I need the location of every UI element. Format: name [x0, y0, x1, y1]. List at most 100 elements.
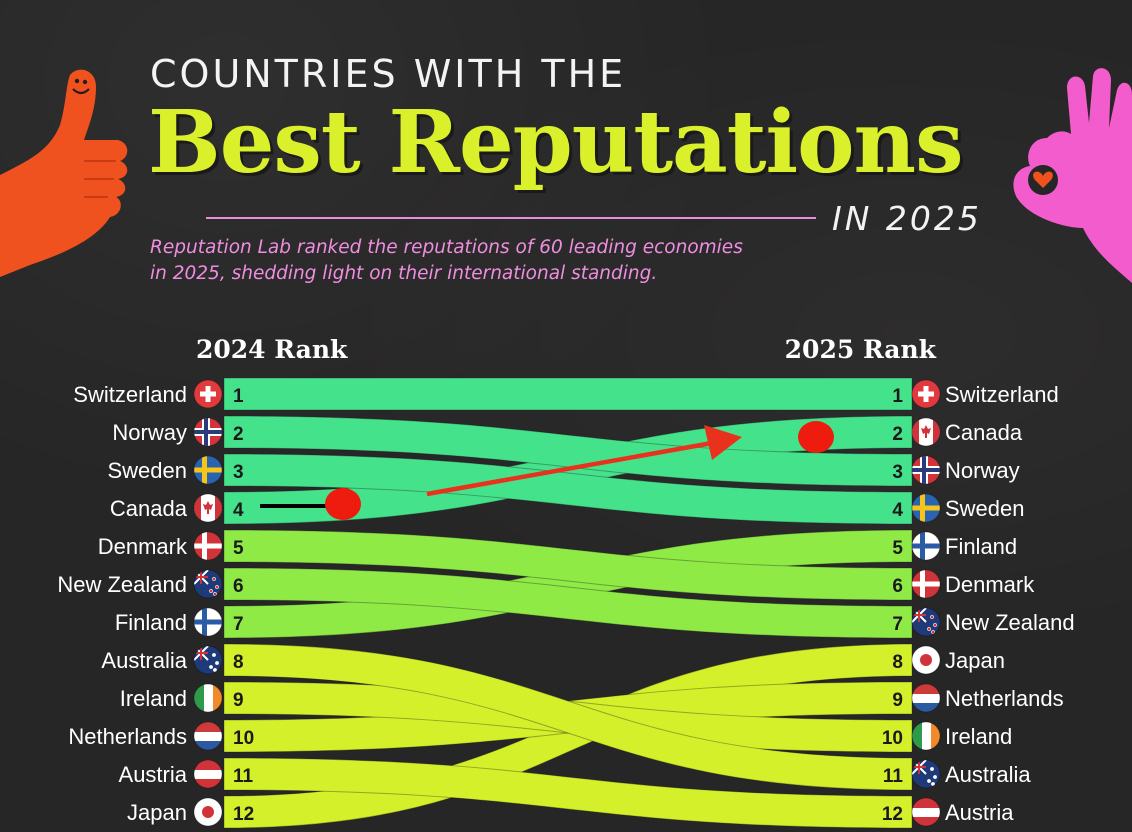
- australia-flag-icon: [911, 759, 941, 789]
- left-rank-number: 11: [233, 766, 254, 787]
- headline-rule: [206, 217, 816, 219]
- left-rank-number: 12: [233, 804, 254, 825]
- ok-hand-icon: [1013, 68, 1132, 283]
- thumbs-up-hand-icon: [0, 69, 128, 278]
- left-rank-number: 5: [233, 538, 244, 559]
- left-country-label: Norway: [112, 420, 187, 445]
- right-country-label: Japan: [945, 648, 1005, 673]
- right-axis-header: 2025 Rank: [785, 335, 937, 364]
- netherlands-flag-icon: [193, 721, 223, 751]
- denmark-flag-icon: [911, 569, 941, 599]
- left-country-label: Switzerland: [73, 382, 187, 407]
- left-rank-number: 6: [233, 576, 244, 597]
- left-axis-header: 2024 Rank: [196, 335, 348, 364]
- right-rank-number: 1: [892, 386, 903, 407]
- right-country-label: Switzerland: [945, 382, 1059, 407]
- band-sweden: [223, 453, 913, 525]
- left-country-label: Finland: [115, 610, 187, 635]
- right-rank-number: 3: [892, 462, 903, 483]
- right-country-label: Denmark: [945, 572, 1035, 597]
- right-country-label: New Zealand: [945, 610, 1075, 635]
- right-country-label: Norway: [945, 458, 1020, 483]
- left-rank-number: 3: [233, 462, 244, 483]
- rank-labels: 2024 Rank 2025 Rank Switzerland 1 Norway 2 Swe…: [57, 335, 1075, 827]
- headline-title: Best Reputations: [148, 92, 963, 193]
- band-denmark: [223, 529, 913, 601]
- right-rank-number: 11: [883, 766, 904, 787]
- right-rank-number: 2: [892, 424, 903, 445]
- arrow-head-icon: [704, 425, 742, 460]
- canada-flag-icon: [193, 493, 223, 523]
- right-country-label: Finland: [945, 534, 1017, 559]
- subtitle-line-2: in 2025, shedding light on their interna…: [150, 263, 658, 284]
- left-rank-number: 10: [233, 728, 254, 749]
- left-country-label: Ireland: [120, 686, 187, 711]
- switzerland-flag-icon: [911, 379, 941, 409]
- switzerland-flag-icon: [193, 379, 223, 409]
- left-rank-number: 2: [233, 424, 244, 445]
- right-country-label: Sweden: [945, 496, 1025, 521]
- headline-year: IN 2025: [832, 199, 982, 238]
- left-country-label: Japan: [127, 800, 187, 825]
- right-country-label: Netherlands: [945, 686, 1064, 711]
- band-norway: [223, 415, 913, 487]
- annotations: [260, 421, 834, 520]
- right-rank-number: 5: [892, 538, 903, 559]
- left-rank-number: 7: [233, 614, 244, 635]
- start-dot-marker: [325, 488, 361, 520]
- subtitle-line-1: Reputation Lab ranked the reputations of…: [150, 237, 743, 258]
- right-rank-number: 6: [892, 576, 903, 597]
- australia-flag-icon: [193, 645, 223, 675]
- end-dot-marker: [798, 421, 834, 453]
- band-austria: [223, 757, 913, 829]
- left-country-label: Denmark: [98, 534, 188, 559]
- right-rank-number: 9: [892, 690, 903, 711]
- japan-flag-icon: [911, 645, 941, 675]
- arrow-shaft: [426, 440, 713, 497]
- sweden-flag-icon: [911, 493, 941, 523]
- ireland-flag-icon: [911, 721, 941, 751]
- left-rank-number: 9: [233, 690, 244, 711]
- right-rank-number: 10: [882, 728, 903, 749]
- right-rank-number: 8: [892, 652, 903, 673]
- canada-flag-icon: [911, 417, 941, 447]
- left-country-label: Austria: [119, 762, 188, 787]
- left-rank-number: 4: [233, 500, 244, 521]
- japan-flag-icon: [193, 797, 223, 827]
- rank-bands: [223, 377, 913, 829]
- left-country-label: Netherlands: [68, 724, 187, 749]
- left-country-label: New Zealand: [57, 572, 187, 597]
- band-australia: [223, 643, 913, 791]
- norway-flag-icon: [911, 455, 941, 485]
- right-country-label: Austria: [945, 800, 1014, 825]
- band-new-zealand: [223, 567, 913, 639]
- finland-flag-icon: [911, 531, 941, 561]
- band-switzerland: [223, 377, 913, 411]
- right-rank-number: 7: [892, 614, 903, 635]
- austria-flag-icon: [193, 759, 223, 789]
- ireland-flag-icon: [193, 683, 223, 713]
- left-country-label: Canada: [110, 496, 188, 521]
- norway-flag-icon: [193, 417, 223, 447]
- new-zealand-flag-icon: [193, 569, 223, 599]
- left-rank-number: 8: [233, 652, 244, 673]
- left-country-label: Sweden: [107, 458, 187, 483]
- left-rank-number: 1: [233, 386, 244, 407]
- right-country-label: Canada: [945, 420, 1023, 445]
- subtitle: Reputation Lab ranked the reputations of…: [150, 235, 830, 287]
- right-rank-number: 12: [882, 804, 903, 825]
- right-country-label: Ireland: [945, 724, 1012, 749]
- right-country-label: Australia: [945, 762, 1031, 787]
- finland-flag-icon: [193, 607, 223, 637]
- headline-kicker: COUNTRIES WITH THE: [150, 52, 627, 96]
- denmark-flag-icon: [193, 531, 223, 561]
- austria-flag-icon: [911, 797, 941, 827]
- left-country-label: Australia: [101, 648, 187, 673]
- new-zealand-flag-icon: [911, 607, 941, 637]
- right-rank-number: 4: [892, 500, 903, 521]
- sweden-flag-icon: [193, 455, 223, 485]
- netherlands-flag-icon: [911, 683, 941, 713]
